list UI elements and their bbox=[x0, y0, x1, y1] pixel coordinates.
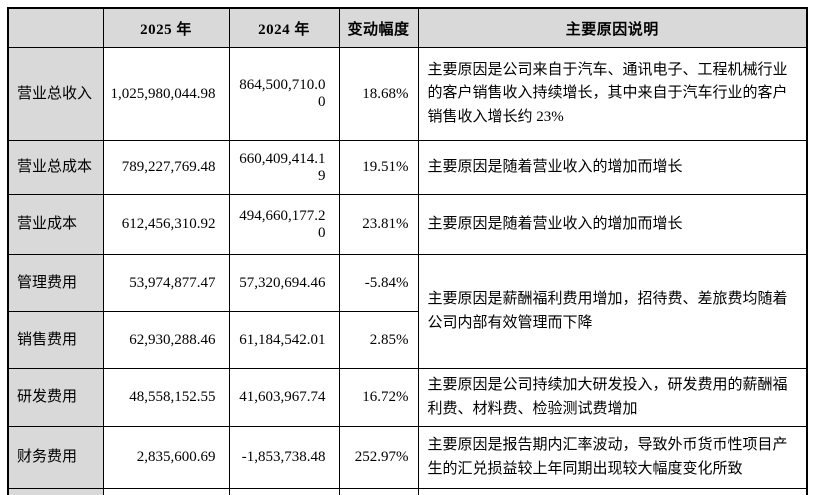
table-row: 营业成本 612,456,310.92 494,660,177.20 23.81… bbox=[7, 194, 808, 255]
reason-text-merged: 主要原因是薪酬福利费用增加，招待费、差旅费均随着公司内部有效管理而下降 bbox=[417, 254, 808, 369]
table-row: 营业总收入 1,025,980,044.98 864,500,710.00 18… bbox=[7, 47, 808, 141]
header-2025: 2025 年 bbox=[102, 7, 230, 48]
table-row: 销售费用 62,930,288.46 61,184,542.01 2.85% bbox=[7, 311, 807, 369]
row-label: 经营活动产生的现金流量净额 bbox=[7, 487, 104, 495]
header-row: 2025 年 2024 年 变动幅度 主要原因说明 bbox=[7, 7, 808, 48]
value-2024: 57,320,694.46 bbox=[228, 254, 340, 312]
row-label: 销售费用 bbox=[7, 311, 104, 369]
header-change: 变动幅度 bbox=[338, 7, 419, 48]
reason-text: 主要原因是报告期内汇率波动，导致外币货币性项目产生的汇兑损益较上年同期出现较大幅… bbox=[417, 426, 808, 489]
value-2025: 789,227,769.48 bbox=[102, 140, 230, 195]
change-percent: 19.51% bbox=[338, 140, 419, 195]
value-2024: 864,500,710.00 bbox=[228, 47, 340, 141]
table-row: 财务费用 2,835,600.69 -1,853,738.48 252.97% … bbox=[7, 426, 808, 489]
value-2025: 612,456,310.92 bbox=[102, 194, 230, 255]
table-row: 经营活动产生的现金流量净额 140,772,473.69 90,132,179.… bbox=[7, 487, 808, 495]
value-2024: -1,853,738.48 bbox=[228, 426, 340, 489]
value-2024: 90,132,179.68 bbox=[228, 487, 340, 495]
reason-text: 主要原因是公司持续加大研发投入，研发费用的薪酬福利费、材料费、检验测试费增加 bbox=[417, 368, 808, 427]
financial-comparison-table: 2025 年 2024 年 变动幅度 主要原因说明 营业总收入 1,025,98… bbox=[7, 7, 808, 495]
change-percent: 2.85% bbox=[338, 311, 419, 369]
row-label: 管理费用 bbox=[7, 254, 104, 312]
row-label: 营业总收入 bbox=[7, 47, 104, 141]
value-2025: 48,558,152.55 bbox=[102, 368, 230, 427]
change-percent: -5.84% bbox=[338, 254, 419, 312]
value-2024: 61,184,542.01 bbox=[228, 311, 340, 369]
change-percent: 16.72% bbox=[338, 368, 419, 427]
table-row: 研发费用 48,558,152.55 41,603,967.74 16.72% … bbox=[7, 368, 808, 427]
value-2025: 53,974,877.47 bbox=[102, 254, 230, 312]
value-2025: 1,025,980,044.98 bbox=[102, 47, 230, 141]
value-2024: 660,409,414.19 bbox=[228, 140, 340, 195]
row-label: 营业总成本 bbox=[7, 140, 104, 195]
value-2025: 62,930,288.46 bbox=[102, 311, 230, 369]
row-label: 营业成本 bbox=[7, 194, 104, 255]
row-label: 研发费用 bbox=[7, 368, 104, 427]
value-2024: 494,660,177.20 bbox=[228, 194, 340, 255]
value-2024: 41,603,967.74 bbox=[228, 368, 340, 427]
header-blank bbox=[7, 7, 104, 48]
reason-text: 主要原因是随着营业收入的增加而增长 bbox=[417, 194, 808, 255]
header-2024: 2024 年 bbox=[228, 7, 340, 48]
reason-text: 主要原因是销售商品收到的现金增幅约 38%，带来的经营活动现金流入金额同比增幅超… bbox=[417, 487, 808, 495]
change-percent: 23.81% bbox=[338, 194, 419, 255]
change-percent: 56.18% bbox=[338, 487, 419, 495]
change-percent: 252.97% bbox=[338, 426, 419, 489]
row-label: 财务费用 bbox=[7, 426, 104, 489]
change-percent: 18.68% bbox=[338, 47, 419, 141]
reason-text: 主要原因是随着营业收入的增加而增长 bbox=[417, 140, 808, 195]
table-row: 营业总成本 789,227,769.48 660,409,414.19 19.5… bbox=[7, 140, 808, 195]
reason-text: 主要原因是公司来自于汽车、通讯电子、工程机械行业的客户销售收入持续增长，其中来自… bbox=[417, 47, 808, 141]
table-row: 管理费用 53,974,877.47 57,320,694.46 -5.84% … bbox=[7, 254, 808, 369]
header-reason: 主要原因说明 bbox=[417, 7, 808, 48]
value-2025: 2,835,600.69 bbox=[102, 426, 230, 489]
value-2025: 140,772,473.69 bbox=[102, 487, 230, 495]
